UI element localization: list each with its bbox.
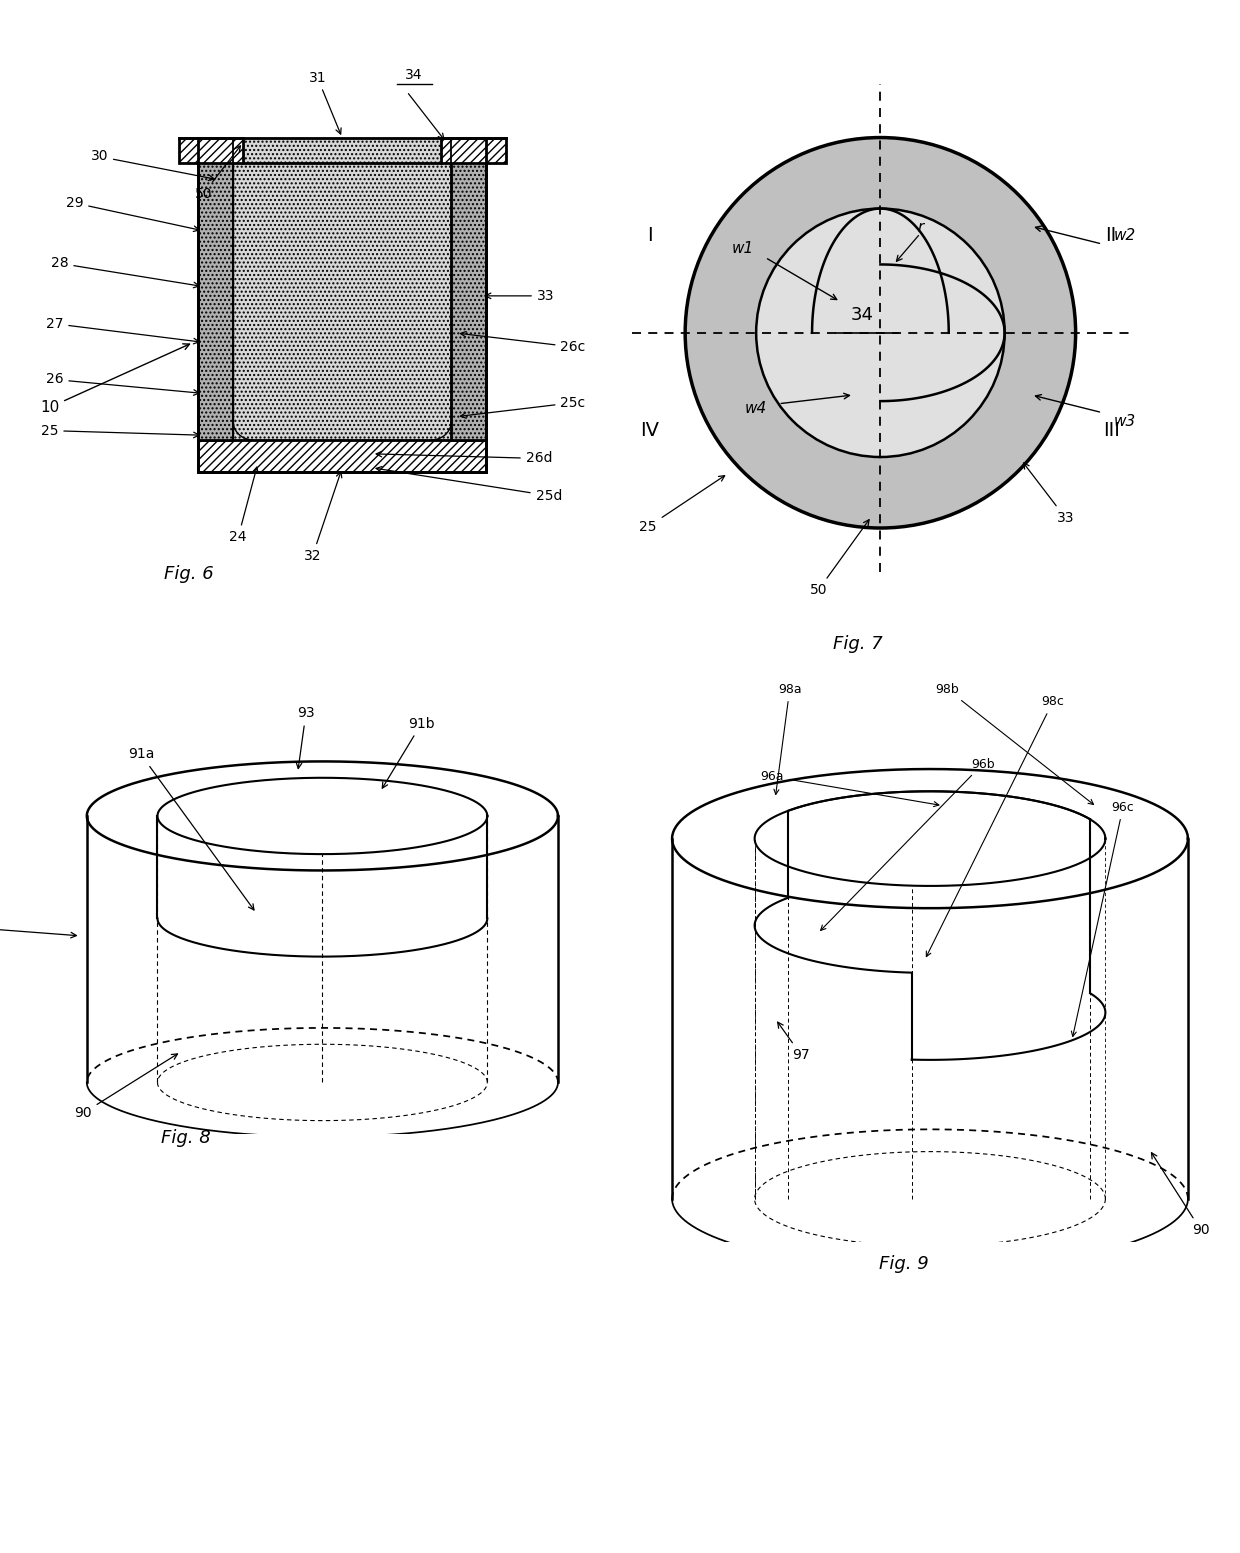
Text: 25d: 25d [376,466,562,503]
Text: Fig. 6: Fig. 6 [164,565,213,584]
Text: 25: 25 [640,475,724,534]
Text: 90: 90 [1152,1152,1210,1238]
Text: 91a: 91a [128,747,254,910]
Text: 33: 33 [1023,463,1074,525]
Text: I: I [647,225,652,245]
Text: 93: 93 [296,707,315,769]
Text: w3: w3 [1114,415,1136,429]
Text: w2: w2 [1114,228,1136,242]
Text: 50: 50 [195,146,241,200]
Text: 90: 90 [74,1054,177,1120]
Bar [198,439,486,472]
Text: 30: 30 [91,149,215,180]
Text: 24: 24 [229,467,258,545]
Text: 91b: 91b [382,716,435,789]
Text: 50: 50 [810,520,869,598]
Text: r: r [918,219,924,235]
Text: II: II [1106,225,1117,245]
Text: w1: w1 [732,241,754,256]
Text: 34: 34 [851,306,874,325]
Circle shape [756,208,1004,457]
Bar [198,138,233,439]
Text: 96c: 96c [1071,801,1135,1036]
Text: III: III [1102,421,1120,439]
Text: 26d: 26d [376,452,552,466]
Text: 26c: 26c [460,331,585,354]
Text: 27: 27 [46,317,200,343]
Text: Fig. 7: Fig. 7 [833,635,883,652]
Bar [233,138,451,439]
Text: 97: 97 [777,1022,810,1062]
Text: 96a: 96a [760,770,939,806]
Text: Fig. 9: Fig. 9 [879,1255,929,1273]
Circle shape [686,138,1075,528]
Text: 25c: 25c [460,396,585,418]
Text: 33: 33 [485,289,554,303]
Text: IV: IV [640,421,660,439]
Text: 10: 10 [40,343,190,415]
Text: 29: 29 [66,196,200,231]
Text: 92: 92 [0,921,77,938]
Text: 25: 25 [41,424,200,438]
Text: 34: 34 [405,68,423,82]
Bar [441,138,506,163]
Text: w4: w4 [745,401,768,416]
Text: 26: 26 [46,373,200,396]
Text: 98c: 98c [926,696,1064,957]
Text: 32: 32 [304,472,342,564]
Text: 96b: 96b [821,758,994,930]
Text: Fig. 8: Fig. 8 [161,1129,211,1146]
Bar [179,138,243,163]
Text: 98b: 98b [936,683,1094,804]
Text: 28: 28 [51,256,200,287]
Bar [451,138,486,439]
Text: 98a: 98a [774,683,801,795]
Text: 31: 31 [309,70,341,134]
